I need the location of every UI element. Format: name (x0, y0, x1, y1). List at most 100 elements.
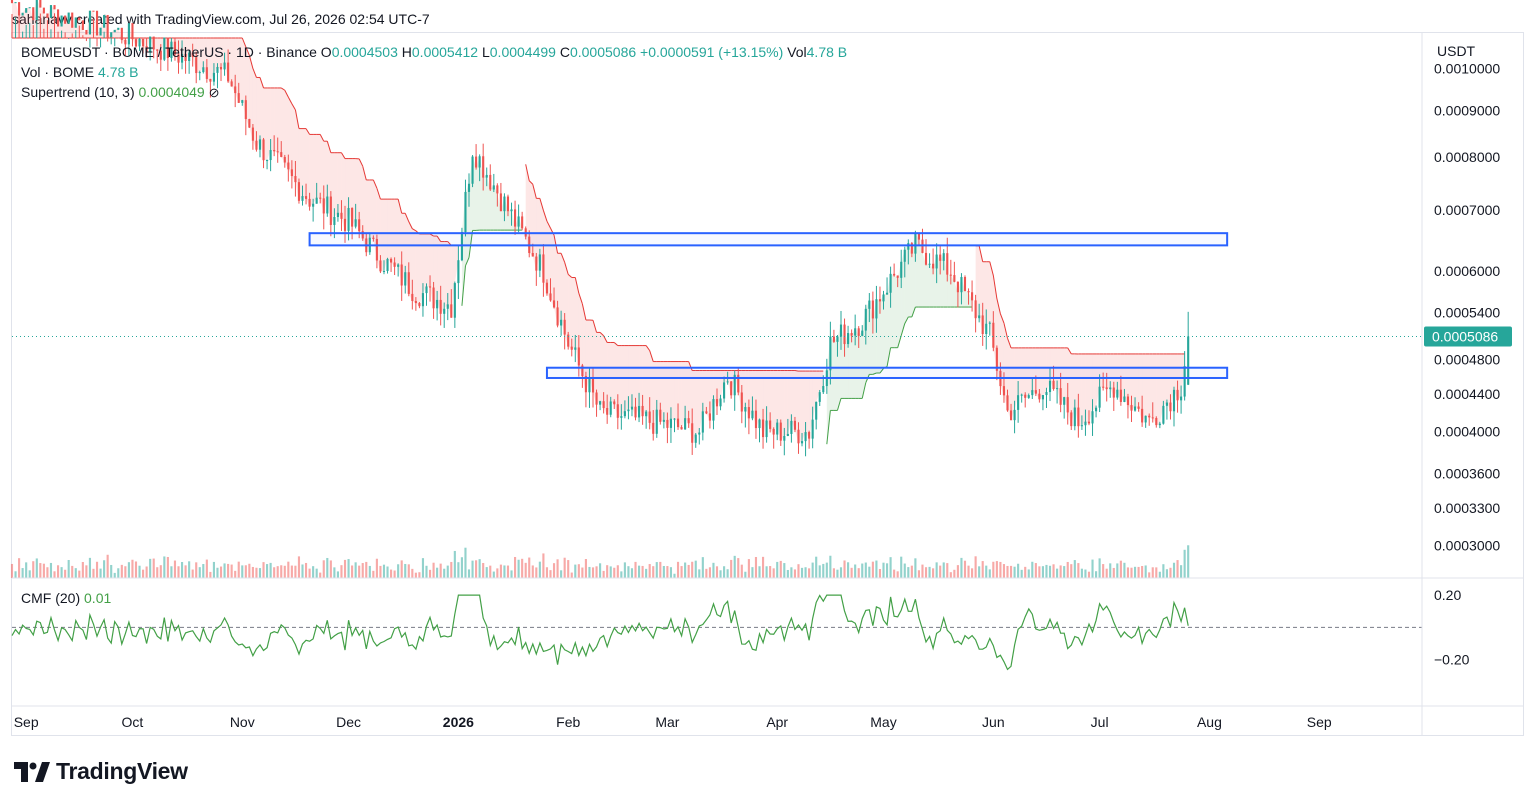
candle-body (432, 287, 435, 309)
candle-body (336, 212, 339, 218)
supertrend-line-segment (408, 221, 413, 229)
supertrend-line-segment (1067, 347, 1072, 355)
time-tick-label: Oct (122, 714, 144, 730)
supertrend-fill-segment (1142, 353, 1146, 423)
candle-body (914, 233, 917, 254)
supertrend-fill-segment (589, 320, 594, 393)
candle-body (712, 399, 715, 421)
supertrend-fill-segment (1181, 353, 1185, 397)
supertrend-fill-segment (277, 87, 282, 157)
supertrend-fill-segment (288, 97, 292, 177)
candle-body (623, 411, 626, 417)
volume-bar (173, 560, 177, 578)
supertrend-fill-segment (383, 199, 388, 271)
volume-bar (255, 567, 258, 578)
volume-bar (464, 547, 467, 578)
volume-bar (552, 563, 556, 578)
volume-bar (1031, 561, 1034, 578)
volume-bar (708, 567, 711, 578)
candle-body (871, 300, 874, 319)
candle-body (793, 420, 797, 430)
candle-body (595, 392, 598, 405)
volume-bar (351, 565, 354, 578)
supertrend-fill-segment (1081, 353, 1086, 426)
supertrend-fill-segment (341, 152, 346, 231)
legend-symbol[interactable]: BOMEUSDT · BOME / TetherUS · 1D · Binanc… (21, 44, 317, 60)
candle-body (110, 32, 113, 38)
supertrend-line-segment (989, 261, 994, 276)
supertrend-fill-segment (844, 333, 849, 399)
cmf-legend[interactable]: CMF (20) 0.01 (21, 590, 111, 606)
volume-bar (78, 570, 81, 578)
supertrend-fill-segment (444, 241, 448, 309)
candle-body (517, 216, 520, 227)
volume-bar (829, 555, 832, 578)
candle-body (719, 398, 722, 407)
candle-body (361, 231, 364, 239)
volume-bar (499, 564, 502, 578)
candle-body (1165, 402, 1168, 406)
candle-body (457, 260, 460, 284)
candle-body (885, 292, 889, 295)
supertrend-fill-segment (231, 38, 236, 94)
supertrend-fill-segment (724, 370, 728, 383)
time-tick-label: 2026 (443, 714, 474, 730)
volume-bar (205, 559, 208, 578)
volume-bar (1187, 545, 1190, 578)
time-tick-label: Jul (1091, 714, 1109, 730)
volume-bar (903, 563, 906, 578)
volume-bar (761, 556, 765, 578)
legend-o-label: O (320, 44, 332, 60)
volume-bar (510, 570, 513, 578)
candle-body (641, 405, 644, 417)
candle-body (223, 62, 226, 70)
volume-bar (489, 565, 492, 578)
candle-body (71, 12, 74, 28)
price-tick-label: 0.0006000 (1434, 263, 1500, 279)
candle-body (935, 254, 938, 269)
candle-body (847, 333, 850, 345)
supertrend-fill-segment (879, 294, 884, 374)
cmf-tick-label: −0.20 (1434, 652, 1470, 668)
candle-body (616, 404, 619, 418)
candle-body (715, 399, 719, 407)
volume-bar (1169, 567, 1172, 578)
volume-bar (896, 571, 899, 578)
supertrend-fill-segment (883, 292, 888, 369)
supertrend-fill-segment (798, 371, 803, 444)
candle-body (723, 382, 726, 399)
legend-volume-row[interactable]: Vol · BOME 4.78 B (21, 62, 847, 82)
legend-change: +0.0000591 (+13.15%) (640, 44, 784, 60)
volume-bar (928, 566, 931, 578)
candle-body (1158, 423, 1161, 426)
volume-bar (949, 572, 952, 578)
volume-bar (496, 568, 499, 578)
legend-supertrend-row[interactable]: Supertrend (10, 3) 0.0004049 ⊘ (21, 82, 847, 103)
supertrend-line-segment (567, 273, 573, 278)
volume-bar (241, 565, 244, 578)
supertrend-fill-segment (306, 128, 310, 207)
candle-body (1102, 386, 1105, 388)
supertrend-fill-segment (748, 370, 753, 419)
volume-bar (258, 568, 262, 578)
candle-body (917, 233, 920, 240)
volume-bar (312, 566, 315, 578)
supertrend-line-segment (542, 210, 548, 222)
volume-bar (379, 565, 382, 578)
tradingview-logo[interactable]: TradingView (14, 758, 188, 785)
candle-body (1148, 415, 1151, 418)
supertrend-fill-segment (770, 370, 774, 435)
brand-name: TradingView (56, 758, 188, 784)
supertrend-line-segment (429, 233, 434, 237)
supertrend-fill-segment (656, 361, 661, 422)
volume-bar (414, 572, 417, 578)
volume-bar (418, 572, 421, 578)
volume-bar (889, 557, 892, 578)
candle-body (241, 100, 244, 103)
candle-body (708, 413, 711, 421)
supertrend-fill-segment (887, 273, 891, 367)
supertrend-fill-segment (440, 241, 445, 314)
candle-body (18, 2, 21, 16)
visibility-off-icon[interactable]: ⊘ (208, 85, 220, 100)
